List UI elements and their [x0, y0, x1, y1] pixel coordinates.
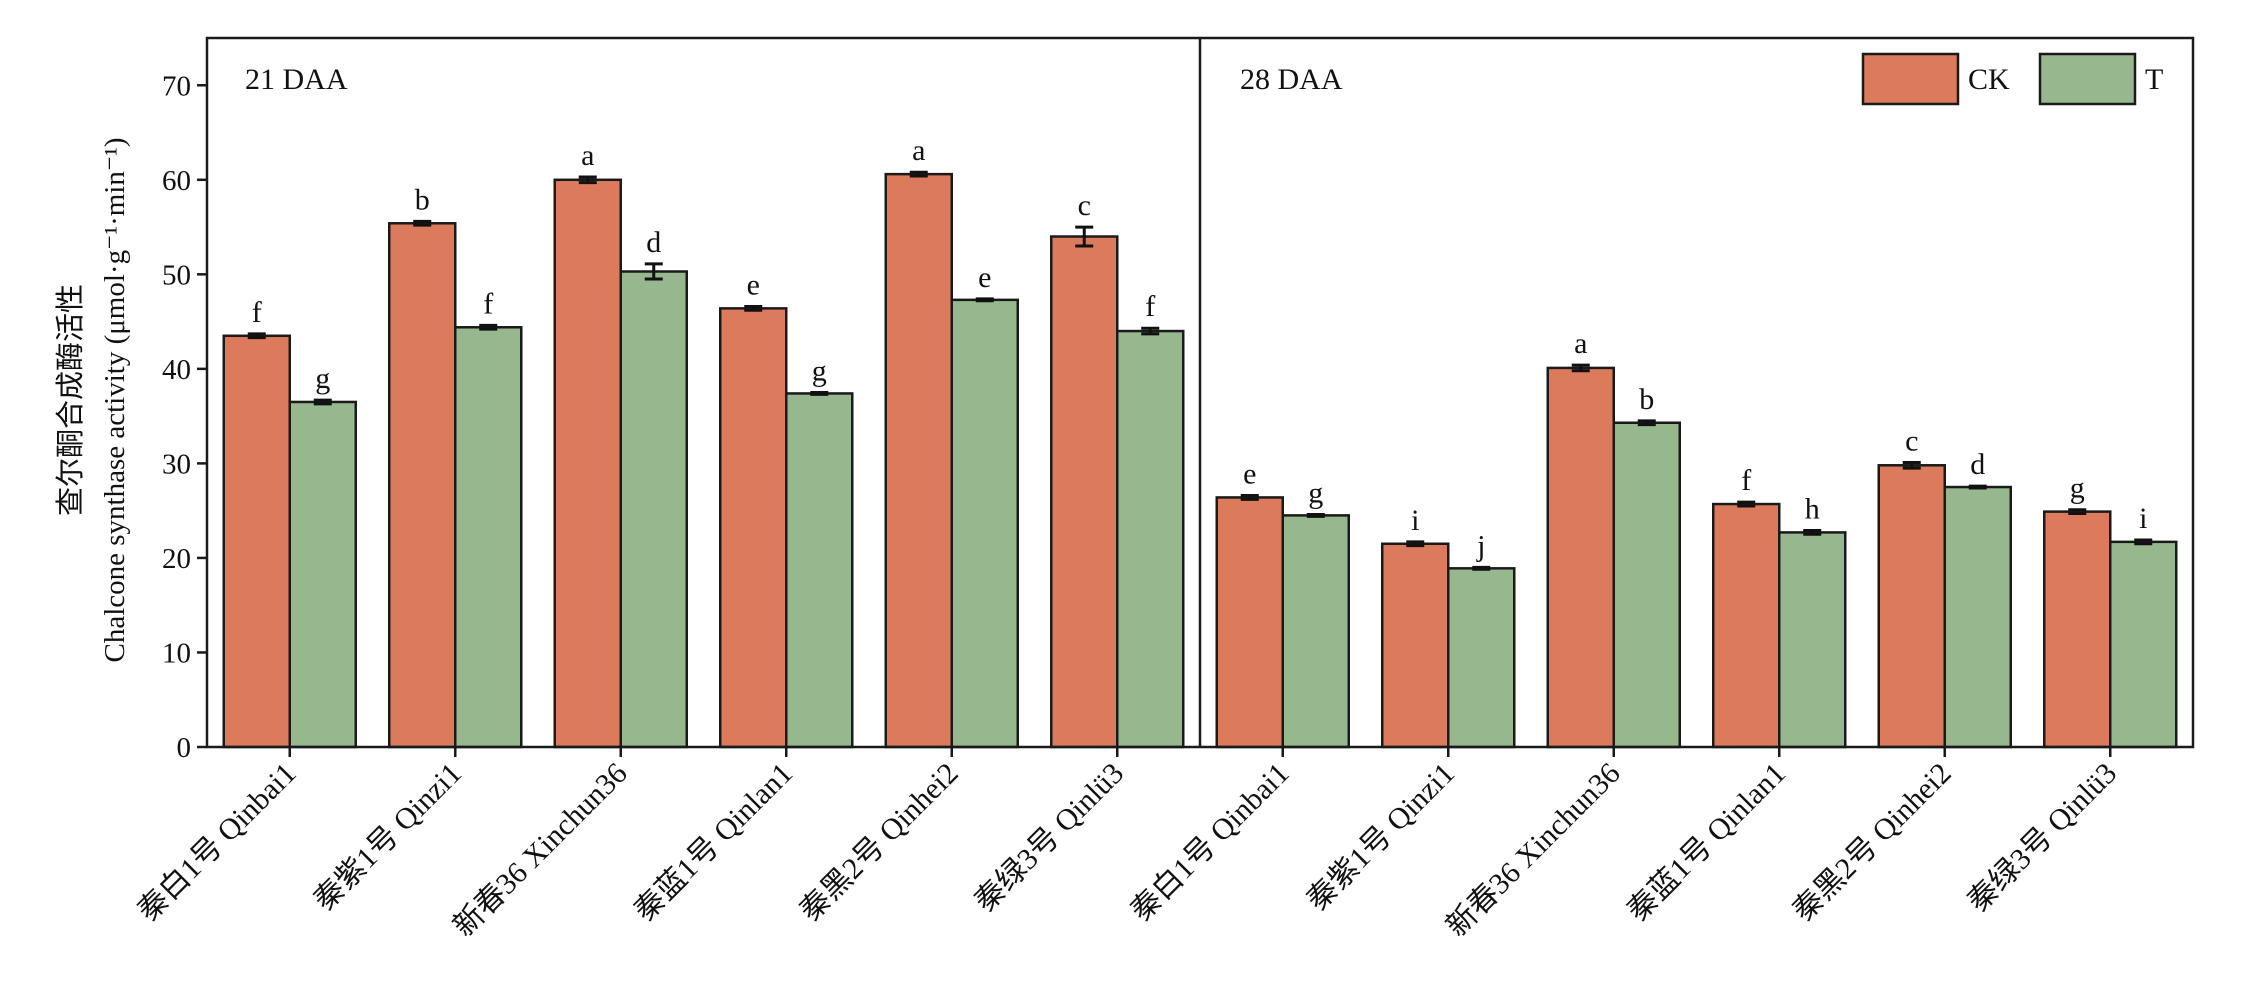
x-tick-label: 秦蓝1号 Qinlan1 — [1621, 757, 1792, 928]
x-tick-label: 秦黑2号 Qinhei2 — [793, 757, 964, 928]
bar — [719, 307, 788, 749]
legend-swatch-ck — [1861, 52, 1960, 106]
bar — [1612, 421, 1681, 749]
significance-letter: e — [978, 261, 991, 294]
significance-letter: g — [315, 362, 330, 395]
x-tick-label: 秦紫1号 Qinzi1 — [308, 757, 469, 918]
bars-layer — [222, 170, 2178, 749]
panel-label-28daa: 28 DAA — [1240, 63, 1343, 96]
bar — [1215, 496, 1284, 749]
y-tick-label: 30 — [162, 448, 191, 480]
bar — [288, 400, 357, 749]
x-tick-label: 秦白1号 Qinbai1 — [131, 757, 302, 928]
y-axis-label-en: Chalcone synthase activity (μmol·g⁻¹·min… — [99, 137, 131, 662]
x-tick-label: 秦蓝1号 Qinlan1 — [628, 757, 799, 928]
bar — [950, 298, 1019, 749]
x-tick-label: 新春36 Xinchun36 — [447, 757, 634, 944]
significance-letter: f — [1145, 290, 1155, 323]
bar — [388, 222, 457, 749]
y-tick-label: 60 — [162, 165, 191, 197]
bar — [1778, 531, 1847, 749]
legend-swatch-t — [2038, 52, 2137, 106]
significance-letter: d — [646, 226, 661, 259]
bar — [1877, 464, 1946, 749]
significance-letter: f — [483, 287, 493, 320]
significance-letter: g — [1308, 476, 1323, 509]
bar — [1712, 502, 1781, 749]
axes-layer — [197, 36, 2195, 757]
significance-letter: h — [1805, 493, 1820, 526]
bar — [884, 172, 953, 749]
significance-letter: b — [1639, 383, 1654, 416]
y-tick-label: 70 — [162, 70, 191, 102]
bar — [454, 326, 523, 749]
bar — [1281, 514, 1350, 749]
significance-letter: a — [912, 134, 925, 167]
significance-letter: g — [2070, 472, 2085, 505]
significance-letter: e — [747, 268, 760, 301]
significance-letter: i — [2139, 502, 2147, 535]
significance-letter: j — [1476, 529, 1485, 562]
y-axis-label-cn: 查尔酮合成酶活性 — [54, 284, 87, 516]
bar — [1381, 542, 1450, 749]
legend: CK T — [1861, 52, 2163, 106]
significance-letter: g — [812, 355, 827, 388]
bar — [553, 178, 622, 749]
significance-letter: b — [415, 183, 430, 216]
legend-label-ck: CK — [1968, 63, 2010, 96]
significance-letter: f — [252, 296, 262, 329]
x-tick-label: 秦黑2号 Qinhei2 — [1786, 757, 1957, 928]
y-tick-label: 40 — [162, 354, 191, 386]
significance-letter: e — [1243, 458, 1256, 491]
significance-letter: f — [1741, 464, 1751, 497]
y-tick-label: 50 — [162, 259, 191, 291]
significance-letter: c — [1078, 189, 1091, 222]
x-tick-label: 新春36 Xinchun36 — [1440, 757, 1627, 944]
bar — [1050, 235, 1119, 749]
x-tick-label: 秦紫1号 Qinzi1 — [1301, 757, 1462, 918]
bar — [1546, 366, 1615, 749]
panel-label-21daa: 21 DAA — [245, 63, 348, 96]
significance-letter: i — [1411, 504, 1419, 537]
bar — [619, 270, 688, 749]
x-tick-label: 秦绿3号 Qinlü3 — [968, 757, 1130, 919]
bar — [1943, 485, 2012, 749]
bar — [222, 334, 291, 749]
bar — [2109, 540, 2178, 749]
x-tick-label: 秦绿3号 Qinlü3 — [1961, 757, 2123, 919]
y-tick-label: 0 — [177, 732, 192, 764]
y-tick-label: 10 — [162, 637, 191, 669]
bar — [1447, 567, 1516, 749]
significance-letter: a — [581, 139, 594, 172]
significance-letter: a — [1574, 327, 1587, 360]
significance-letter: d — [1970, 448, 1985, 481]
legend-label-t: T — [2145, 63, 2163, 96]
x-tick-label: 秦白1号 Qinbai1 — [1124, 757, 1295, 928]
bar — [2043, 510, 2112, 749]
y-tick-label: 20 — [162, 543, 191, 575]
bar — [1116, 329, 1185, 749]
bar — [785, 392, 854, 749]
significance-letter: c — [1905, 424, 1918, 457]
